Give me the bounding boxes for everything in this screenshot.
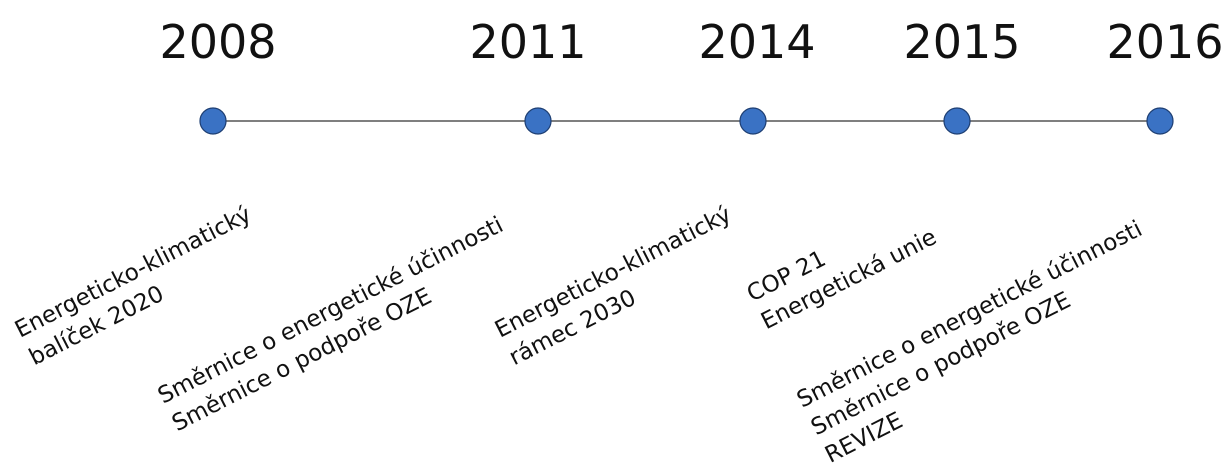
event-text: Směrnice o energetické účinnosti — [793, 216, 1147, 413]
year-label: 2016 — [1106, 15, 1223, 69]
timeline-dot — [524, 107, 552, 135]
timeline-dot — [943, 107, 971, 135]
event-label: Směrnice o energetické účinnostiSměrnice… — [793, 216, 1147, 469]
year-label: 2015 — [903, 15, 1020, 69]
timeline-dot — [199, 107, 227, 135]
timeline-dot — [739, 107, 767, 135]
event-text: Energeticko-klimatický — [491, 202, 736, 344]
year-label: 2011 — [469, 15, 586, 69]
year-label: 2008 — [159, 15, 276, 69]
timeline-dot — [1146, 107, 1174, 135]
year-label: 2014 — [698, 15, 815, 69]
event-text: Energeticko-klimatický — [11, 202, 256, 344]
